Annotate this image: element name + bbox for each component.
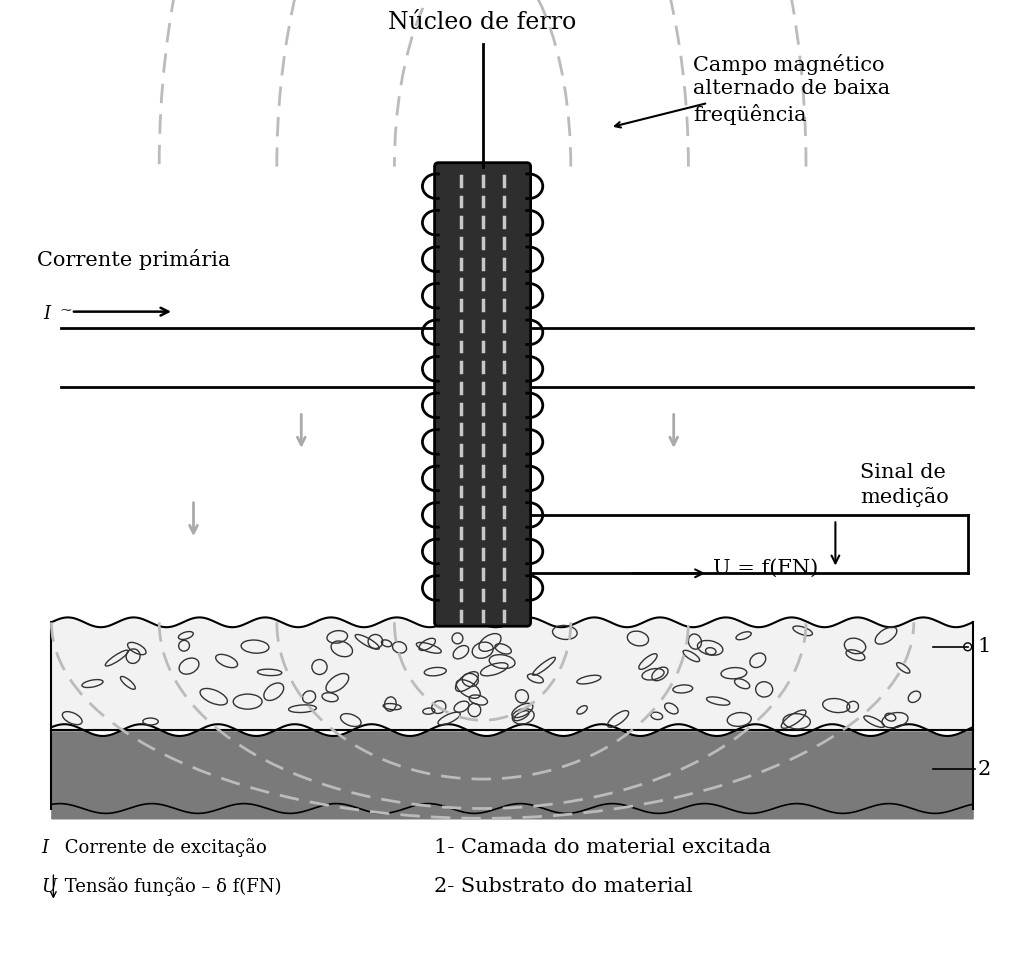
Text: I: I [42,839,49,857]
Text: 2- Substrato do material: 2- Substrato do material [433,877,692,897]
Text: Sinal de
medição: Sinal de medição [860,464,948,507]
Text: Campo magnético
alternado de baixa
freqüência: Campo magnético alternado de baixa freqü… [693,54,891,124]
Text: Tensão função – δ f(FN): Tensão função – δ f(FN) [59,877,282,897]
Text: U: U [42,878,56,896]
Text: U = f(FN): U = f(FN) [713,559,818,578]
FancyBboxPatch shape [434,163,530,626]
Text: 1: 1 [978,637,991,657]
Text: 1- Camada do material excitada: 1- Camada do material excitada [433,838,771,858]
Text: Corrente primária: Corrente primária [37,249,230,270]
Text: Corrente de excitação: Corrente de excitação [59,838,267,858]
Text: ~: ~ [59,304,72,318]
Text: I: I [44,305,50,322]
Text: 2: 2 [978,760,991,779]
Text: Núcleo de ferro: Núcleo de ferro [388,12,577,34]
